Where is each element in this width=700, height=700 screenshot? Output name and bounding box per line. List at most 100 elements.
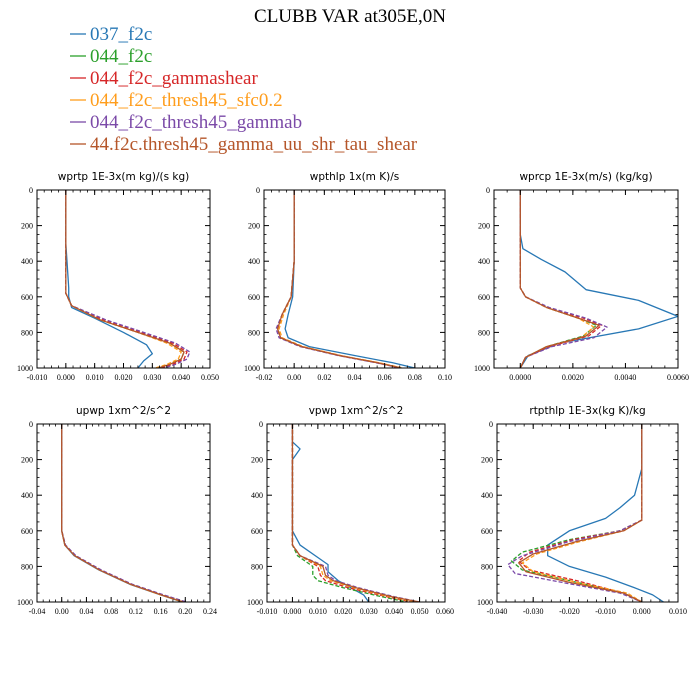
x-tick-label: -0.04 xyxy=(29,607,46,616)
x-tick-label: 0.040 xyxy=(172,373,190,382)
chart-panels: wprtp 1E-3x(m kg)/(s kg) 0 200 400 600 800 100… xyxy=(17,171,689,616)
series-line xyxy=(507,424,643,602)
x-tick-label: 0.010 xyxy=(309,607,327,616)
plot-frame xyxy=(266,423,446,603)
chart-panel: rtpthlp 1E-3x(kg K)/kg02004006008001000-… xyxy=(477,405,687,616)
legend-label: 44.f2c.thresh45_gamma_uu_shr_tau_shear xyxy=(90,134,418,155)
legend-label: 044_f2c_thresh45_sfc0.2 xyxy=(90,90,283,111)
x-tick-label: 0.050 xyxy=(201,373,219,382)
series-line xyxy=(291,424,370,602)
x-tick-label: 0.050 xyxy=(411,607,429,616)
chart-panel: wpthlp 1x(m K)/s 0 200 400 600 800 1000-0.02 0.… xyxy=(244,171,452,382)
x-tick-label: 0.040 xyxy=(385,607,403,616)
y-tick-label: 600 xyxy=(248,293,260,302)
y-tick-label: 600 xyxy=(478,293,490,302)
y-tick-label: 800 xyxy=(481,562,493,571)
legend-entry: 037_f2c xyxy=(70,24,152,45)
chart-panel: wprcp 1E-3x(m/s) (kg/kg) 0 200 400 600 800 100… xyxy=(474,171,689,382)
y-tick-label: 400 xyxy=(21,491,33,500)
x-tick-label: -0.040 xyxy=(487,607,508,616)
series-line xyxy=(65,190,153,368)
x-tick-label: 0.0040 xyxy=(614,373,636,382)
y-tick-label: 400 xyxy=(248,257,260,266)
x-tick-label: 0.020 xyxy=(334,607,352,616)
x-tick-label: 0.08 xyxy=(104,607,118,616)
series-line xyxy=(291,424,420,602)
legend-entry: 044_f2c_thresh45_sfc0.2 xyxy=(70,90,283,111)
plot-frame xyxy=(493,189,679,369)
series-line xyxy=(547,424,664,602)
x-tick-label: 0.000 xyxy=(633,607,651,616)
x-tick-label: 0.030 xyxy=(360,607,378,616)
panel-title: rtpthlp 1E-3x(kg K)/kg xyxy=(529,405,645,417)
legend-entry: 044_f2c_thresh45_gammab xyxy=(70,112,302,133)
x-tick-label: 0.0060 xyxy=(667,373,689,382)
x-tick-label: 0.16 xyxy=(154,607,168,616)
x-tick-label: 0.0020 xyxy=(562,373,584,382)
x-tick-label: 0.06 xyxy=(378,373,392,382)
y-tick-label: 200 xyxy=(251,456,263,465)
y-tick-label: 0 xyxy=(489,420,493,429)
y-tick-label: 600 xyxy=(21,527,33,536)
y-tick-label: 1000 xyxy=(244,364,260,373)
legend: 037_f2c044_f2c044_f2c_gammashear044_f2c_… xyxy=(70,24,418,155)
series-line xyxy=(519,190,595,368)
y-tick-label: 1000 xyxy=(247,598,263,607)
legend-entry: 44.f2c.thresh45_gamma_uu_shr_tau_shear xyxy=(70,134,418,155)
legend-entry: 044_f2c_gammashear xyxy=(70,68,258,89)
panel-title: vpwp 1xm^2/s^2 xyxy=(309,405,404,417)
x-tick-label: 0.000 xyxy=(283,607,301,616)
y-tick-label: 800 xyxy=(478,328,490,337)
series-line xyxy=(291,424,413,602)
y-tick-label: 200 xyxy=(21,222,33,231)
x-tick-label: 0.04 xyxy=(79,607,93,616)
y-tick-label: 200 xyxy=(481,456,493,465)
series-group xyxy=(507,424,664,602)
series-line xyxy=(61,424,186,602)
series-line xyxy=(519,190,603,368)
panel-title: wpthlp 1x(m K)/s xyxy=(310,171,400,183)
x-tick-label: 0.00 xyxy=(287,373,301,382)
x-tick-label: -0.010 xyxy=(595,607,616,616)
series-line xyxy=(518,424,643,602)
x-tick-label: 0.00 xyxy=(55,607,69,616)
series-line xyxy=(291,424,420,602)
x-tick-label: 0.010 xyxy=(86,373,104,382)
series-group xyxy=(291,424,420,602)
series-line xyxy=(519,190,598,368)
series-group xyxy=(61,424,187,602)
x-tick-label: 0.0000 xyxy=(509,373,531,382)
x-tick-label: 0.000 xyxy=(57,373,75,382)
y-tick-label: 600 xyxy=(251,527,263,536)
x-tick-label: 0.08 xyxy=(408,373,422,382)
series-line xyxy=(276,190,402,368)
y-tick-label: 400 xyxy=(481,491,493,500)
series-line xyxy=(510,424,643,602)
x-tick-label: 0.10 xyxy=(438,373,452,382)
y-tick-label: 1000 xyxy=(477,598,493,607)
series-line xyxy=(291,424,407,602)
y-tick-label: 1000 xyxy=(17,364,33,373)
x-tick-label: 0.020 xyxy=(115,373,133,382)
series-line xyxy=(291,424,415,602)
figure-title: CLUBB VAR at305E,0N xyxy=(254,6,446,27)
series-line xyxy=(65,190,191,368)
series-line xyxy=(519,190,600,368)
plot-frame xyxy=(36,189,211,369)
y-tick-label: 0 xyxy=(29,420,33,429)
series-line xyxy=(518,424,643,602)
chart-panel: upwp 1xm^2/s^2 0 200 400 600 800 1000-0.04 0.00… xyxy=(17,405,217,616)
x-tick-label: -0.030 xyxy=(523,607,544,616)
x-tick-label: 0.04 xyxy=(348,373,362,382)
x-tick-label: 0.20 xyxy=(178,607,192,616)
y-tick-label: 0 xyxy=(259,420,263,429)
legend-label: 044_f2c xyxy=(90,46,152,67)
series-line xyxy=(61,424,187,602)
x-tick-label: -0.010 xyxy=(257,607,278,616)
series-line xyxy=(65,190,188,368)
y-tick-label: 600 xyxy=(21,293,33,302)
panel-title: wprcp 1E-3x(m/s) (kg/kg) xyxy=(519,171,652,183)
series-line xyxy=(61,424,184,602)
y-tick-label: 400 xyxy=(478,257,490,266)
